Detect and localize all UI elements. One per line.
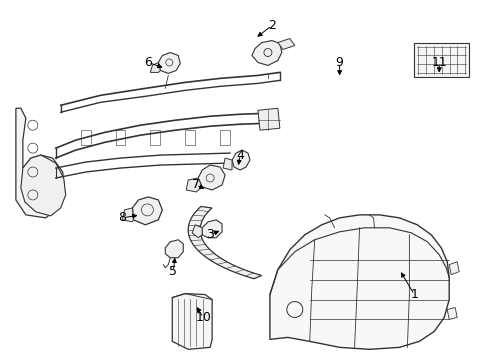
- Polygon shape: [223, 158, 232, 170]
- Polygon shape: [16, 108, 65, 218]
- Polygon shape: [278, 39, 295, 50]
- Text: 3: 3: [206, 228, 214, 241]
- Polygon shape: [132, 197, 162, 225]
- Polygon shape: [150, 62, 160, 72]
- Text: 10: 10: [195, 311, 211, 324]
- Polygon shape: [198, 165, 225, 190]
- Polygon shape: [252, 41, 282, 66]
- Polygon shape: [447, 307, 457, 319]
- Text: 6: 6: [145, 56, 152, 69]
- Polygon shape: [186, 178, 202, 192]
- Polygon shape: [258, 108, 280, 130]
- Text: 11: 11: [431, 56, 447, 69]
- Polygon shape: [232, 150, 250, 170]
- Polygon shape: [449, 262, 459, 275]
- Polygon shape: [172, 293, 212, 349]
- Polygon shape: [158, 53, 180, 73]
- Text: 8: 8: [119, 211, 126, 224]
- Text: 1: 1: [411, 288, 418, 301]
- Polygon shape: [270, 215, 449, 349]
- Polygon shape: [21, 155, 66, 216]
- Polygon shape: [415, 42, 469, 77]
- Text: 4: 4: [236, 149, 244, 162]
- Polygon shape: [165, 240, 183, 258]
- Text: 5: 5: [169, 265, 177, 278]
- Text: 2: 2: [268, 19, 276, 32]
- Text: 7: 7: [192, 179, 200, 192]
- Polygon shape: [202, 220, 222, 238]
- Polygon shape: [122, 208, 133, 222]
- Polygon shape: [192, 225, 202, 238]
- Text: 9: 9: [336, 56, 343, 69]
- Polygon shape: [188, 206, 262, 279]
